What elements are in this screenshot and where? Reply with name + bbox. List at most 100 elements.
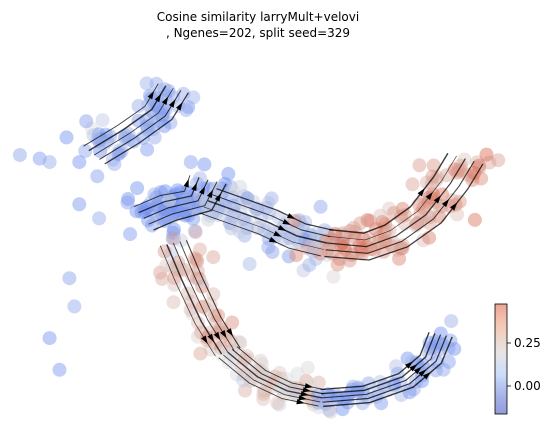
streamline-arrowhead — [422, 372, 431, 380]
scatter-point — [194, 275, 209, 290]
scatter-point — [139, 119, 154, 134]
scatter-point — [86, 128, 101, 143]
scatter-point — [218, 176, 232, 191]
scatter-point — [238, 383, 252, 398]
scatter-point — [95, 113, 110, 128]
scatter-point — [292, 213, 306, 227]
scatter-point — [129, 204, 144, 219]
scatter-point — [347, 230, 362, 245]
scatter-point — [214, 340, 228, 355]
scatter-point — [94, 132, 109, 147]
scatter-point — [188, 202, 203, 217]
scatter-point — [405, 177, 420, 192]
scatter-points — [12, 76, 506, 419]
scatter-point — [265, 245, 280, 260]
scatter-point — [206, 287, 221, 302]
scatter-point — [237, 367, 252, 382]
scatter-point — [167, 222, 181, 237]
scatter-point — [234, 359, 249, 374]
scatter-point — [467, 165, 482, 180]
scatter-point — [389, 359, 403, 374]
scatter-point — [201, 195, 216, 210]
scatter-point — [447, 341, 462, 356]
streamline-arrowhead — [298, 395, 307, 401]
scatter-point — [156, 203, 171, 218]
scatter-point — [313, 199, 328, 214]
scatter-point — [229, 367, 244, 382]
scatter-point — [201, 212, 216, 227]
scatter-point — [227, 353, 242, 368]
scatter-point — [166, 295, 181, 310]
scatter-point — [223, 333, 238, 348]
scatter-point — [444, 314, 459, 329]
scatter-point — [300, 360, 315, 375]
scatter-point — [416, 201, 431, 215]
velocity-streamlines — [83, 83, 484, 408]
scatter-point — [200, 302, 215, 317]
streamline — [327, 155, 457, 241]
scatter-point — [330, 257, 345, 272]
scatter-point — [453, 163, 468, 178]
scatter-point — [392, 251, 407, 266]
scatter-point — [150, 198, 165, 213]
scatter-point — [173, 262, 188, 277]
scatter-point — [176, 86, 191, 101]
scatter-point — [191, 315, 205, 330]
scatter-point — [121, 192, 136, 206]
scatter-point — [467, 212, 482, 227]
scatter-point — [233, 335, 248, 350]
scatter-point — [272, 365, 287, 380]
scatter-point — [92, 211, 107, 226]
streamline-arrowhead — [409, 364, 418, 372]
scatter-point — [371, 386, 385, 401]
scatter-point — [59, 130, 74, 145]
scatter-point — [179, 202, 193, 216]
scatter-point — [441, 354, 456, 369]
streamline — [207, 200, 327, 244]
scatter-point — [342, 253, 357, 268]
scatter-point — [447, 162, 462, 177]
streamline — [322, 335, 447, 403]
scatter-point — [162, 199, 176, 214]
scatter-point — [192, 271, 207, 286]
scatter-point — [181, 208, 196, 223]
scatter-point — [382, 223, 397, 238]
scatter-point — [240, 215, 254, 230]
scatter-point — [242, 257, 257, 271]
scatter-point — [195, 279, 210, 294]
scatter-point — [168, 187, 183, 202]
scatter-point — [416, 233, 431, 248]
scatter-point — [179, 103, 194, 118]
scatter-point — [225, 209, 240, 224]
scatter-point — [296, 232, 311, 247]
scatter-point — [226, 199, 241, 214]
scatter-point — [206, 250, 221, 265]
scatter-point — [160, 210, 175, 225]
scatter-point — [255, 357, 269, 372]
scatter-point — [311, 375, 326, 390]
scatter-point — [428, 363, 443, 378]
scatter-point — [235, 212, 250, 227]
streamline-arrowhead — [441, 199, 450, 208]
scatter-point — [42, 155, 57, 170]
streamline — [212, 194, 330, 238]
streamline — [203, 206, 324, 250]
scatter-point — [200, 330, 215, 345]
scatter-point — [209, 181, 224, 196]
scatter-point — [218, 199, 232, 213]
scatter-point — [221, 355, 236, 370]
scatter-point — [354, 243, 369, 258]
streamline — [216, 188, 333, 231]
scatter-point — [231, 334, 246, 349]
scatter-point — [395, 201, 410, 216]
scatter-point — [167, 205, 182, 220]
scatter-point — [32, 151, 47, 166]
scatter-point — [203, 342, 218, 357]
scatter-point — [298, 215, 313, 230]
scatter-point — [292, 214, 307, 229]
scatter-point — [426, 158, 441, 173]
scatter-point — [223, 215, 237, 230]
scatter-point — [163, 115, 178, 130]
scatter-point — [131, 99, 146, 113]
scatter-point — [302, 258, 317, 273]
